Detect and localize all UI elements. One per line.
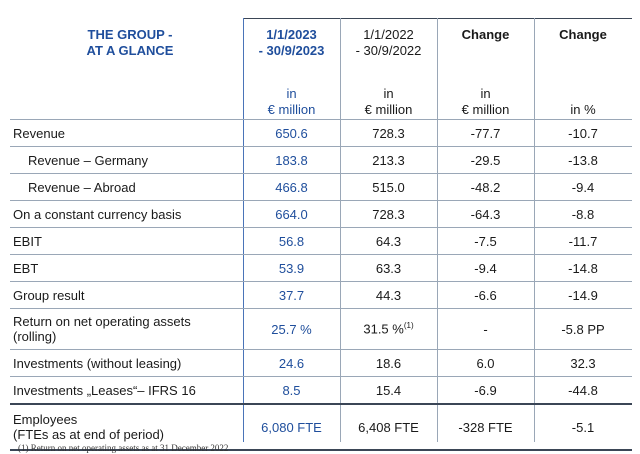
col2023-unit-line1: in — [286, 86, 297, 101]
table-row: Group result 37.7 44.3 -6.6 -14.9 — [10, 281, 632, 309]
value-2022: 64.3 — [340, 227, 437, 255]
change-pct-unit: in % — [534, 102, 632, 118]
change-abs-value: -48.2 — [437, 173, 534, 201]
table-row: On a constant currency basis 664.0 728.3… — [10, 200, 632, 228]
table-title-line1: THE GROUP - — [87, 27, 173, 42]
value-2022: 515.0 — [340, 173, 437, 201]
change-abs-unit-line2: € million — [461, 102, 510, 117]
value-2022: 728.3 — [340, 200, 437, 228]
table-row: Return on net operating assets (rolling)… — [10, 308, 632, 350]
change-pct-header: Change — [534, 27, 632, 43]
change-pct-value: -8.8 — [534, 200, 632, 228]
col2023-header: 1/1/2023 - 30/9/2023 — [243, 27, 340, 59]
change-abs-value: -9.4 — [437, 254, 534, 282]
col2023-unit: in € million — [243, 86, 340, 118]
change-pct-value: -13.8 — [534, 146, 632, 174]
value-2023: 650.6 — [243, 119, 340, 147]
change-abs-unit: in € million — [437, 86, 534, 118]
col2023-header-line1: 1/1/2023 — [266, 27, 317, 42]
col2023-unit-line2: € million — [267, 102, 316, 117]
change-pct-value: -14.8 — [534, 254, 632, 282]
row-label: Investments „Leases“– IFRS 16 — [10, 376, 243, 405]
change-pct-value: -9.4 — [534, 173, 632, 201]
value-2022: 18.6 — [340, 349, 437, 377]
col2022-header-line1: 1/1/2022 — [363, 27, 414, 42]
row-label: Employees (FTEs as at end of period) — [10, 404, 243, 451]
change-pct-value: -5.8 PP — [534, 308, 632, 350]
change-abs-value: -6.6 — [437, 281, 534, 309]
value-2023: 53.9 — [243, 254, 340, 282]
change-abs-header: Change — [437, 27, 534, 43]
value-2023: 466.8 — [243, 173, 340, 201]
change-abs-value: -7.5 — [437, 227, 534, 255]
table-row: Revenue 650.6 728.3 -77.7 -10.7 — [10, 119, 632, 147]
value-2023: 25.7 % — [243, 308, 340, 350]
col2023-header-line2: - 30/9/2023 — [258, 43, 325, 58]
value-2022: 15.4 — [340, 376, 437, 405]
row-label-line1: Return on net operating assets — [13, 314, 191, 329]
footnote-marker: (1) — [403, 321, 414, 331]
value-2022: 44.3 — [340, 281, 437, 309]
row-label: Group result — [10, 281, 243, 309]
table-row: Employees (FTEs as at end of period) 6,0… — [10, 404, 632, 451]
change-pct-value: -14.9 — [534, 281, 632, 309]
value-2023: 183.8 — [243, 146, 340, 174]
kpi-table: Revenue 650.6 728.3 -77.7 -10.7 Revenue … — [10, 119, 632, 451]
row-label: Investments (without leasing) — [10, 349, 243, 377]
value-2023: 24.6 — [243, 349, 340, 377]
table-row: Investments (without leasing) 24.6 18.6 … — [10, 349, 632, 377]
value-2022: 728.3 — [340, 119, 437, 147]
row-label-line1: Employees — [13, 412, 78, 427]
col2022-unit: in € million — [340, 86, 437, 118]
row-label-line2: (FTEs as at end of period) — [13, 427, 165, 442]
change-pct-value: -11.7 — [534, 227, 632, 255]
col2022-unit-line2: € million — [364, 102, 413, 117]
row-label: EBIT — [10, 227, 243, 255]
change-pct-value: -10.7 — [534, 119, 632, 147]
change-pct-value: -44.8 — [534, 376, 632, 405]
change-abs-header-label: Change — [461, 27, 510, 42]
value-2023: 56.8 — [243, 227, 340, 255]
change-abs-value: - — [437, 308, 534, 350]
row-label: Revenue – Abroad — [10, 173, 243, 201]
value-2022: 213.3 — [340, 146, 437, 174]
table-row: Revenue – Abroad 466.8 515.0 -48.2 -9.4 — [10, 173, 632, 201]
value-2023: 8.5 — [243, 376, 340, 405]
table-row: Revenue – Germany 183.8 213.3 -29.5 -13.… — [10, 146, 632, 174]
row-label: Return on net operating assets (rolling) — [10, 308, 243, 350]
table-row: EBT 53.9 63.3 -9.4 -14.8 — [10, 254, 632, 282]
value-2023: 6,080 FTE — [243, 404, 340, 451]
value-2022: 6,408 FTE — [340, 404, 437, 451]
col2022-header-line2: - 30/9/2022 — [355, 43, 422, 58]
value-2023: 37.7 — [243, 281, 340, 309]
row-label: EBT — [10, 254, 243, 282]
change-pct-unit-label: in % — [570, 102, 596, 117]
table-row: Investments „Leases“– IFRS 16 8.5 15.4 -… — [10, 376, 632, 405]
value-2022: 31.5 % — [363, 321, 404, 337]
table-title: THE GROUP - AT A GLANCE — [60, 27, 200, 59]
change-pct-value: 32.3 — [534, 349, 632, 377]
change-abs-value: -29.5 — [437, 146, 534, 174]
value-2023: 664.0 — [243, 200, 340, 228]
table-row: EBIT 56.8 64.3 -7.5 -11.7 — [10, 227, 632, 255]
row-label: Revenue — [10, 119, 243, 147]
change-abs-value: -64.3 — [437, 200, 534, 228]
change-pct-value: -5.1 — [534, 404, 632, 451]
col2022-unit-line1: in — [383, 86, 394, 101]
row-label: Revenue – Germany — [10, 146, 243, 174]
footnote: (1) Return on net operating assets as at… — [18, 443, 229, 453]
change-abs-value: -77.7 — [437, 119, 534, 147]
change-abs-value: -328 FTE — [437, 404, 534, 451]
value-2022: 63.3 — [340, 254, 437, 282]
change-abs-value: 6.0 — [437, 349, 534, 377]
value-2022-cell: 31.5 %(1) — [340, 308, 437, 350]
change-abs-value: -6.9 — [437, 376, 534, 405]
change-abs-unit-line1: in — [480, 86, 491, 101]
row-label-line2: (rolling) — [13, 329, 57, 344]
row-label: On a constant currency basis — [10, 200, 243, 228]
col2022-header: 1/1/2022 - 30/9/2022 — [340, 27, 437, 59]
table-title-line2: AT A GLANCE — [86, 43, 174, 58]
change-pct-header-label: Change — [559, 27, 607, 42]
